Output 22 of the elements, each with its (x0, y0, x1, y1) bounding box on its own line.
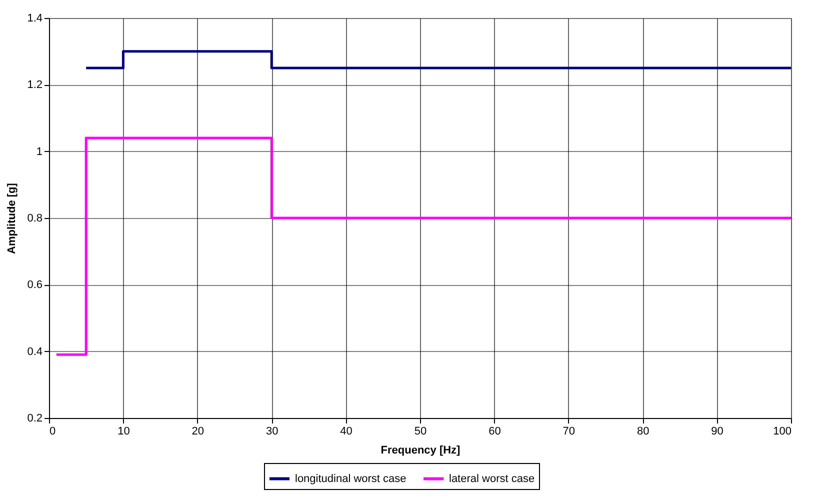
x-tick-label: 10 (118, 426, 130, 438)
x-tick-label: 0 (50, 426, 56, 438)
legend-label: lateral worst case (449, 472, 535, 485)
x-tick-label: 80 (636, 426, 650, 438)
x-tick-label: 70 (562, 426, 576, 438)
y-axis-title: Amplitude [g] (6, 182, 18, 254)
x-tick-label: 50 (414, 426, 427, 438)
x-tick-label: 90 (711, 426, 724, 438)
y-tick-label: 1.2 (27, 79, 42, 92)
y-tick-label: 0.2 (27, 412, 42, 424)
x-tick-label: 20 (192, 426, 204, 438)
y-tick-label: 1.4 (27, 12, 42, 24)
x-tick-label: 100 (773, 426, 792, 438)
y-tick-label: 0.8 (27, 212, 42, 224)
legend-label: longitudinal worst case (295, 472, 406, 485)
x-tick-label: 30 (266, 426, 278, 438)
y-tick-label: 0.4 (27, 346, 42, 358)
y-tick-label: 0.6 (27, 279, 42, 292)
x-tick-label: 40 (340, 426, 352, 438)
y-tick-label: 1 (36, 146, 42, 158)
x-axis-title: Frequency [Hz] (380, 444, 461, 456)
x-tick-label: 60 (488, 426, 501, 438)
